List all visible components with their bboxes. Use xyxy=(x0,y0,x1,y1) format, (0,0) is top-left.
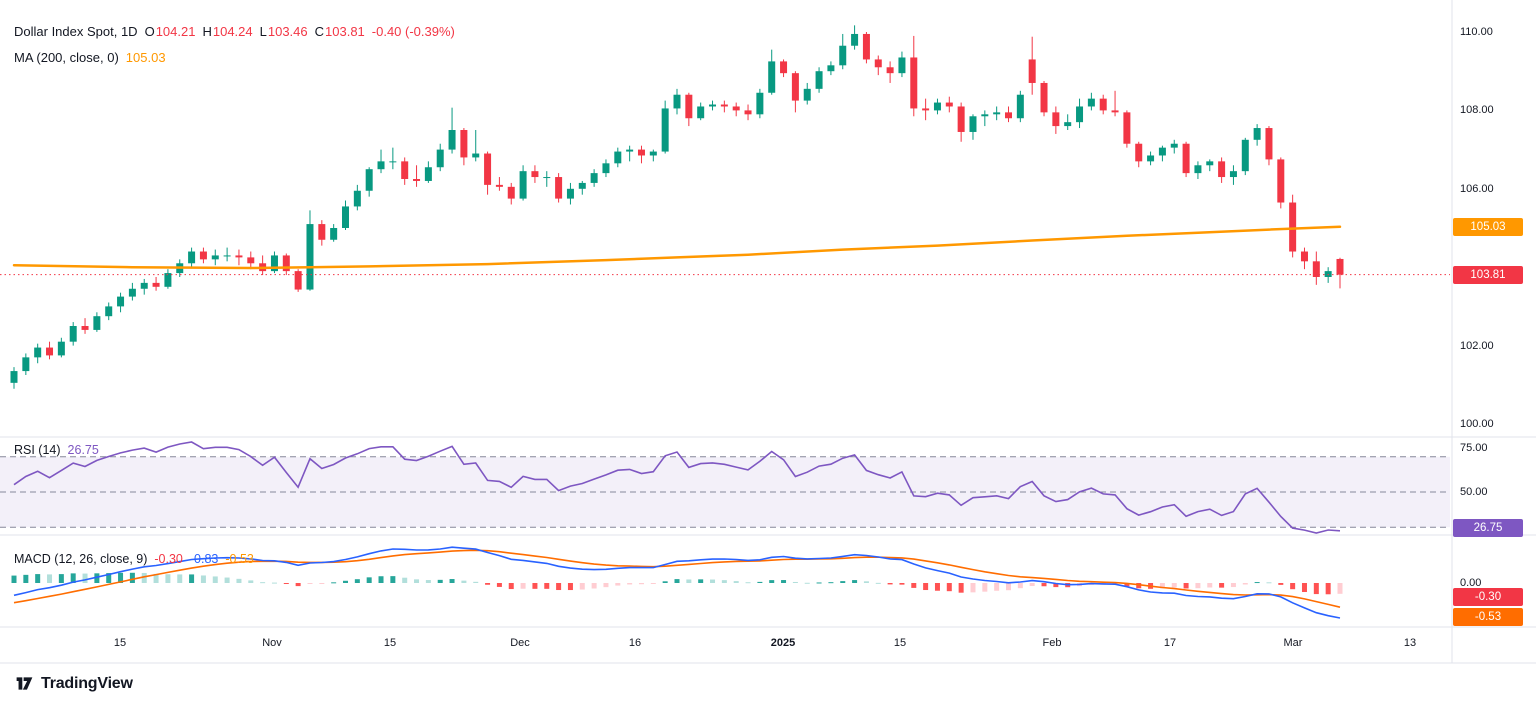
price-tick-label: 100.00 xyxy=(1460,418,1494,430)
symbol-title[interactable]: Dollar Index Spot, 1D xyxy=(14,24,138,39)
time-axis-label: Feb xyxy=(1042,637,1062,649)
macd-legend: MACD (12, 26, close, 9) -0.30 -0.83 -0.5… xyxy=(14,552,254,566)
ohlc-low: L103.46 xyxy=(259,24,308,39)
rsi-legend: RSI (14) 26.75 xyxy=(14,443,99,457)
price-tick-label: 110.00 xyxy=(1460,26,1493,38)
time-axis-label: Mar xyxy=(1283,637,1303,649)
rsi-value: 26.75 xyxy=(67,443,99,457)
footer: TradingView xyxy=(14,673,133,694)
macd-signal-line xyxy=(13,549,1341,608)
time-axis-label: 2025 xyxy=(770,637,796,649)
rsi-value-badge: 26.75 xyxy=(1453,519,1523,537)
macd-label[interactable]: MACD (12, 26, close, 9) xyxy=(14,552,148,566)
ma-legend: MA (200, close, 0) 105.03 xyxy=(14,50,166,65)
time-axis-label: 13 xyxy=(1403,637,1417,649)
macd-line xyxy=(13,546,1341,619)
time-axis-label: 15 xyxy=(893,637,907,649)
ma-price-badge: 105.03 xyxy=(1453,218,1523,236)
rsi-tick-label: 50.00 xyxy=(1460,486,1488,498)
macd-signal-value: -0.53 xyxy=(225,552,254,566)
rsi-label[interactable]: RSI (14) xyxy=(14,443,61,457)
change-value: -0.40 (-0.39%) xyxy=(371,24,455,39)
ohlc-open: O104.21 xyxy=(144,24,196,39)
price-pane[interactable] xyxy=(0,25,1450,389)
macd-hist-value: -0.30 xyxy=(154,552,183,566)
time-axis-label: 15 xyxy=(383,637,397,649)
main-legend: Dollar Index Spot, 1D O104.21 H104.24 L1… xyxy=(14,24,455,39)
macd-tick-label: 0.00 xyxy=(1460,577,1482,589)
ohlc-close: C103.81 xyxy=(314,24,365,39)
time-axis-label: 17 xyxy=(1163,637,1177,649)
time-axis-label: 15 xyxy=(113,637,127,649)
price-tick-label: 106.00 xyxy=(1460,182,1494,195)
price-tick-label: 108.00 xyxy=(1460,104,1494,117)
rsi-tick-label: 75.00 xyxy=(1460,442,1488,454)
price-tick-label: 102.00 xyxy=(1460,339,1494,352)
last-price-badge: 103.81 xyxy=(1453,266,1523,284)
ma200-line xyxy=(12,225,1342,270)
rsi-line xyxy=(13,441,1341,534)
tradingview-logo-icon[interactable] xyxy=(14,673,35,694)
macd-pane[interactable] xyxy=(11,546,1343,619)
macd-line-value: -0.83 xyxy=(189,552,219,566)
ma-value: 105.03 xyxy=(125,50,166,65)
rsi-pane[interactable] xyxy=(0,441,1450,534)
brand-name[interactable]: TradingView xyxy=(41,674,133,692)
ma-label[interactable]: MA (200, close, 0) xyxy=(14,50,119,65)
time-axis-label: 16 xyxy=(628,637,642,649)
macd-hist-badge: -0.30 xyxy=(1453,588,1523,606)
time-axis-label: Dec xyxy=(510,637,530,649)
ohlc-high: H104.24 xyxy=(202,24,253,39)
macd-signal-badge: -0.53 xyxy=(1453,608,1523,626)
time-axis-label: Nov xyxy=(262,637,282,649)
